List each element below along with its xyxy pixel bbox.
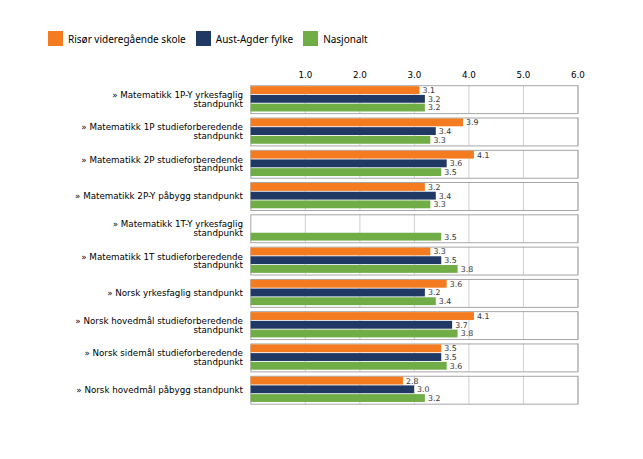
svg-text:3.6: 3.6 — [450, 280, 462, 289]
svg-text:» Matematikk 1P studieforbered: » Matematikk 1P studieforberedendestandp… — [81, 122, 243, 141]
svg-text:1.0: 1.0 — [298, 70, 312, 80]
svg-text:3.2: 3.2 — [428, 288, 440, 297]
svg-text:3.6: 3.6 — [450, 159, 462, 168]
html-text:Risør videregående skole: Risør videregående skole — [68, 31, 186, 46]
svg-text:2.8: 2.8 — [406, 377, 418, 386]
svg-text:3.6: 3.6 — [450, 362, 462, 371]
svg-text:3.5: 3.5 — [444, 344, 456, 353]
svg-text:3.3: 3.3 — [433, 247, 445, 256]
svg-text:3.0: 3.0 — [407, 70, 421, 80]
svg-text:3.8: 3.8 — [461, 329, 473, 338]
svg-text:3.3: 3.3 — [433, 136, 445, 145]
svg-text:» Matematikk 1P-Y yrkesfagligs: » Matematikk 1P-Y yrkesfagligstandpunkt — [112, 90, 243, 109]
svg-text:» Matematikk 1T-Y yrkesfagligs: » Matematikk 1T-Y yrkesfagligstandpunkt — [113, 219, 244, 238]
svg-text:» Norsk yrkesfaglig standpunkt: » Norsk yrkesfaglig standpunkt — [107, 288, 243, 298]
svg-text:3.0: 3.0 — [417, 385, 429, 394]
svg-text:3.8: 3.8 — [461, 265, 473, 274]
svg-text:3.4: 3.4 — [439, 297, 451, 306]
svg-text:» Norsk hovedmål studieforbere: » Norsk hovedmål studieforberedendestand… — [75, 316, 243, 335]
svg-text:» Matematikk 2P-Y påbygg stand: » Matematikk 2P-Y påbygg standpunkt — [75, 191, 244, 201]
svg-text:» Norsk hovedmål påbygg standp: » Norsk hovedmål påbygg standpunkt — [76, 385, 243, 395]
svg-text:3.9: 3.9 — [466, 118, 478, 127]
svg-text:5.0: 5.0 — [517, 70, 531, 80]
svg-text:3.5: 3.5 — [444, 353, 456, 362]
svg-text:3.2: 3.2 — [428, 183, 440, 192]
svg-text:» Matematikk 1T studieforbered: » Matematikk 1T studieforberedendestandp… — [81, 252, 243, 271]
html-text:Nasjonalt: Nasjonalt — [323, 31, 368, 46]
svg-text:3.5: 3.5 — [444, 168, 456, 177]
svg-text:3.4: 3.4 — [439, 127, 451, 136]
svg-text:4.1: 4.1 — [477, 312, 489, 321]
svg-text:4.0: 4.0 — [462, 70, 476, 80]
svg-text:2.0: 2.0 — [353, 70, 367, 80]
svg-text:3.5: 3.5 — [444, 233, 456, 242]
svg-text:3.7: 3.7 — [455, 321, 467, 330]
svg-text:3.2: 3.2 — [428, 95, 440, 104]
html-text:Aust-Agder fylke: Aust-Agder fylke — [215, 31, 294, 46]
svg-text:3.1: 3.1 — [422, 86, 434, 95]
svg-text:» Norsk sidemål studieforbered: » Norsk sidemål studieforberedendestandp… — [84, 348, 243, 367]
svg-text:» Matematikk 2P studieforbered: » Matematikk 2P studieforberedendestandp… — [81, 155, 243, 174]
svg-text:3.5: 3.5 — [444, 256, 456, 265]
svg-text:4.1: 4.1 — [477, 151, 489, 160]
svg-text:3.4: 3.4 — [439, 192, 451, 201]
svg-text:3.2: 3.2 — [428, 103, 440, 112]
svg-text:3.2: 3.2 — [428, 394, 440, 403]
svg-text:6.0: 6.0 — [571, 70, 585, 80]
svg-text:3.3: 3.3 — [433, 200, 445, 209]
